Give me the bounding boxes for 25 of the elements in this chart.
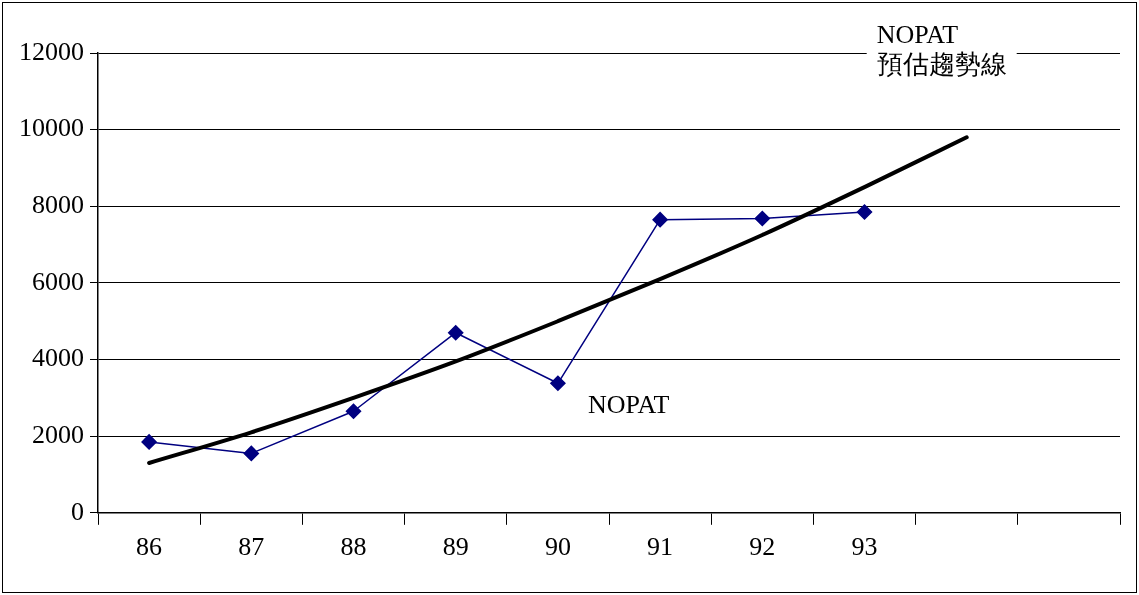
x-tick-label: 89 — [442, 532, 469, 562]
point — [345, 403, 362, 420]
point — [141, 434, 157, 450]
y-tick-label: 0 — [71, 496, 84, 526]
text: NOPAT 預估趨勢線 — [876, 19, 1007, 79]
y-tick-label: 10000 — [19, 113, 84, 143]
y-tick-label: 8000 — [32, 190, 84, 220]
point — [652, 211, 668, 228]
x-tick-label: 86 — [136, 532, 163, 562]
point — [243, 445, 260, 462]
y-tick-label: 4000 — [32, 343, 84, 373]
x-tick-label: 88 — [340, 532, 367, 562]
y-tick-label: 12000 — [19, 36, 84, 66]
y-tick-label: 6000 — [32, 266, 84, 296]
point — [856, 204, 873, 220]
point — [550, 375, 566, 392]
y-tick-label: 2000 — [32, 419, 84, 449]
point — [447, 324, 464, 341]
x-tick-label: 92 — [749, 532, 776, 562]
x-tick-label: 87 — [238, 532, 265, 562]
x-tick-label: 90 — [544, 532, 571, 562]
x-tick-label: 93 — [851, 532, 878, 562]
point — [754, 210, 771, 227]
x-tick-label: 91 — [647, 532, 674, 562]
series-label: NOPAT — [587, 390, 670, 420]
